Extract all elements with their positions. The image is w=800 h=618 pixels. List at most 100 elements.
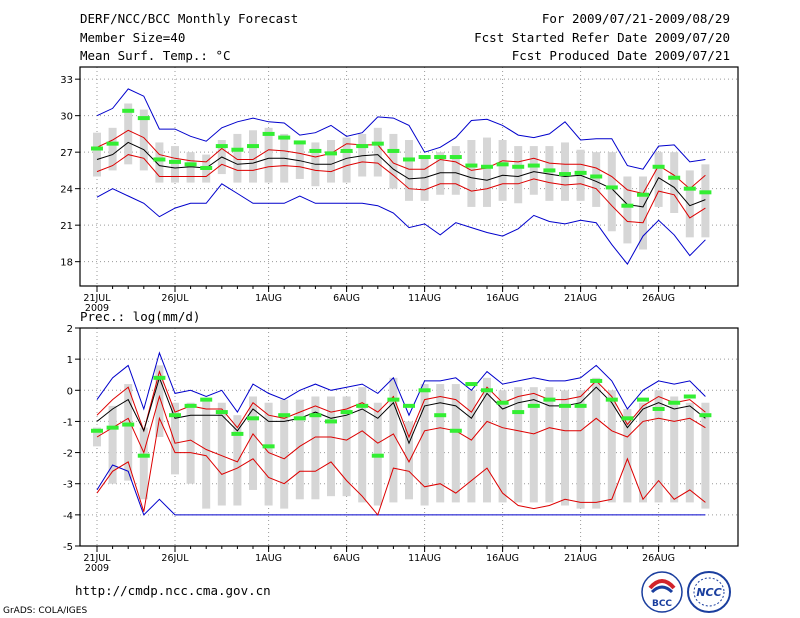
observed-marker [481,164,493,169]
y-tick-label: 33 [60,75,73,86]
observed-marker [91,428,103,433]
observed-marker [340,410,353,415]
observed-marker [106,141,119,146]
x-tick-label: 11AUG [408,553,441,564]
ensemble-box [451,146,460,195]
observed-marker [637,192,649,197]
ensemble-box [514,387,523,503]
y-tick-label: -5 [63,542,73,553]
ensemble-box [561,390,569,506]
observed-marker [278,413,291,418]
observed-marker [91,146,103,151]
ensemble-box [93,132,101,177]
y-tick-label: 0 [67,386,73,397]
observed-marker [215,410,228,415]
observed-marker [184,403,197,408]
y-tick-label: 30 [60,112,73,123]
upper-spread-line [96,129,706,195]
x-tick-label: 26AUG [642,553,675,564]
footer-url[interactable]: http://cmdp.ncc.cma.gov.cn [75,583,271,598]
ensemble-box [327,396,335,497]
max-line [96,88,706,170]
observed-marker [683,394,696,399]
panel-2: Prec.: log(mm/d) -5 -4 -3 -2 -1 0 1 2 21JUL 26JUL 1… [63,309,739,574]
observed-marker [122,108,135,113]
ensemble-box [124,384,133,481]
observed-marker [122,422,135,427]
ensemble-box [389,133,398,189]
ensemble-box [264,127,273,183]
ensemble-box [249,396,257,490]
ensemble-box [701,164,710,238]
y-tick-label: -4 [63,511,73,522]
forecast-period: For 2009/07/21-2009/08/29 [541,11,730,26]
ensemble-box [483,377,491,503]
observed-marker [465,382,478,387]
observed-marker [137,453,150,458]
ensemble-box [576,390,585,509]
ensemble-box [623,408,632,503]
observed-marker [371,141,384,146]
observed-marker [215,144,228,149]
ensemble-box [202,399,211,509]
ensemble-box [217,402,226,506]
panel-1: 18 21 24 27 30 33 21JUL 26JUL 1AUG 6AUG 11AUG 16AUG… [60,66,739,314]
ensemble-box [311,396,320,500]
ensemble-box [139,427,148,500]
x-tick-label: 26JUL [161,293,189,304]
observed-marker [621,416,634,421]
lower-spread-line [96,394,706,463]
ensemble-box [155,365,164,437]
observed-marker [512,164,525,169]
observed-marker [309,148,322,153]
ensemble-box [342,137,351,183]
observed-marker [231,147,244,152]
low-spread-line [96,416,706,516]
ensemble-box [420,384,429,506]
ensemble-box [607,390,616,503]
ensemble-box [108,127,117,171]
observed-marker [247,416,259,421]
observed-marker [231,431,244,436]
ensemble-box [529,146,538,195]
observed-marker [668,400,681,405]
observed-marker [184,162,197,167]
observed-marker [293,416,306,421]
observed-marker [262,131,275,136]
observed-marker [106,425,119,430]
x-tick-label: 6AUG [333,293,360,304]
x-tick-label: 16AUG [486,553,519,564]
observed-marker [699,413,712,418]
min-line [96,183,706,265]
x-year-label: 2009 [85,563,109,574]
ensemble-box [467,140,476,207]
ensemble-box [592,377,601,509]
observed-marker [574,403,587,408]
ensemble-box [280,399,289,509]
observed-marker [325,151,337,156]
ensemble-box [233,133,242,183]
x-tick-label: 21JUL [83,553,111,564]
ensemble-box [186,402,195,484]
observed-marker [169,159,181,164]
observed-marker [169,413,181,418]
x-year-label: 2009 [85,303,109,314]
bcc-logo-icon: BCC [641,571,683,613]
forecast-start-date: Fcst Started Refer Date 2009/07/20 [474,30,730,45]
lower-spread-line [96,154,706,224]
observed-marker [449,428,462,433]
observed-marker [481,388,493,393]
ensemble-box [701,402,710,509]
observed-marker [605,185,618,190]
ensemble-box [155,142,164,183]
ensemble-box [623,176,632,244]
observed-marker [325,419,337,424]
ensemble-mean-line [96,141,706,208]
ensemble-box [545,387,554,503]
grads-credit: GrADS: COLA/IGES [3,606,88,616]
ensemble-box [233,415,242,506]
ensemble-box [436,152,445,195]
ensemble-box [420,158,429,201]
x-tick-label: 16AUG [486,293,519,304]
